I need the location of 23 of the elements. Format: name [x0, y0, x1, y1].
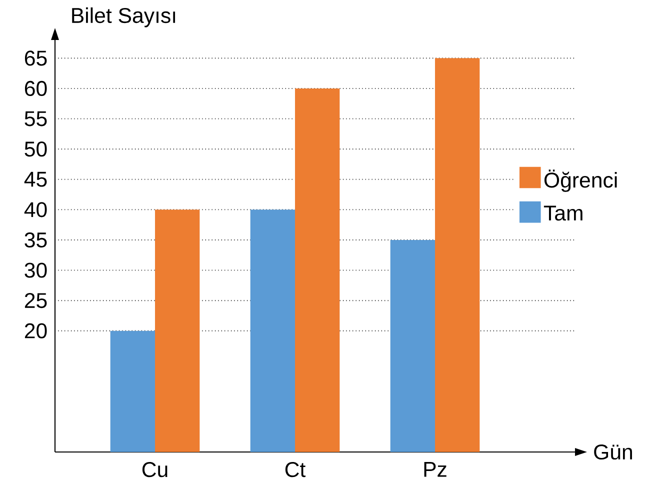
y-axis-title: Bilet Sayısı [72, 7, 176, 28]
bar [110, 330, 155, 452]
y-tick-label: 40 [24, 202, 47, 218]
x-tick-label: Ct [285, 462, 306, 478]
y-tick-label: 50 [24, 142, 47, 157]
y-tick-label: 65 [24, 50, 47, 66]
bar [250, 210, 295, 452]
y-tick-label: 60 [24, 80, 47, 96]
x-axis-title: Gün [594, 444, 632, 460]
bar [390, 240, 435, 452]
bar [435, 58, 480, 452]
y-tick-label: 20 [24, 323, 47, 338]
legend-label: Tam [544, 206, 582, 221]
y-tick-label: 55 [24, 111, 47, 126]
y-tick-label: 25 [24, 292, 47, 308]
bar [155, 210, 200, 452]
y-tick-label: 30 [24, 262, 47, 278]
x-tick-label: Pz [424, 462, 446, 477]
legend-label: Öğrenci [544, 170, 617, 192]
y-tick-label: 35 [24, 232, 47, 248]
bar [295, 88, 340, 452]
y-tick-label: 45 [24, 172, 47, 187]
x-tick-label: Cu [142, 462, 168, 478]
